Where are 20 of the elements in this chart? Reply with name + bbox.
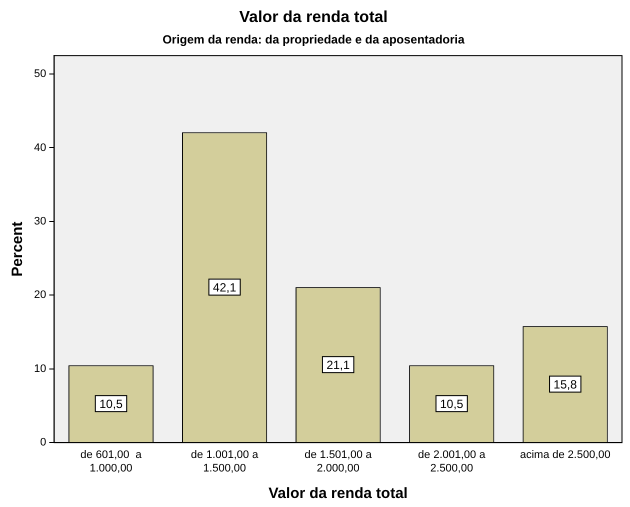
y-axis-title: Percent <box>9 222 26 277</box>
y-tick-label: 50 <box>34 68 46 80</box>
y-tick-label: 30 <box>34 215 46 228</box>
data-label: 42,1 <box>212 280 237 294</box>
data-label: 10,5 <box>440 396 464 411</box>
x-tick-label: de 1.501,00 a 2.000,00 <box>304 449 373 474</box>
data-label: 10,5 <box>99 396 124 411</box>
x-tick-label: de 2.001,00 a 2.500,00 <box>418 449 486 474</box>
y-tick-label: 10 <box>34 362 46 375</box>
y-tick-label: 40 <box>34 142 46 154</box>
data-label: 15,8 <box>554 377 578 392</box>
x-tick-label: de 601,00 a 1.000,00 <box>80 449 142 474</box>
x-axis-title: Valor da renda total <box>268 485 408 502</box>
x-tick-label: acima de 2.500,00 <box>520 449 610 462</box>
chart-title: Valor da renda total <box>239 9 388 26</box>
y-tick-label: 0 <box>40 436 46 449</box>
chart-subtitle: Origem da renda: da propriedade e da aposentadoria <box>162 32 465 47</box>
y-tick-label: 20 <box>34 289 46 302</box>
data-label: 21,1 <box>326 358 350 372</box>
x-tick-label: de 1.001,00 a 1.500,00 <box>190 449 260 474</box>
